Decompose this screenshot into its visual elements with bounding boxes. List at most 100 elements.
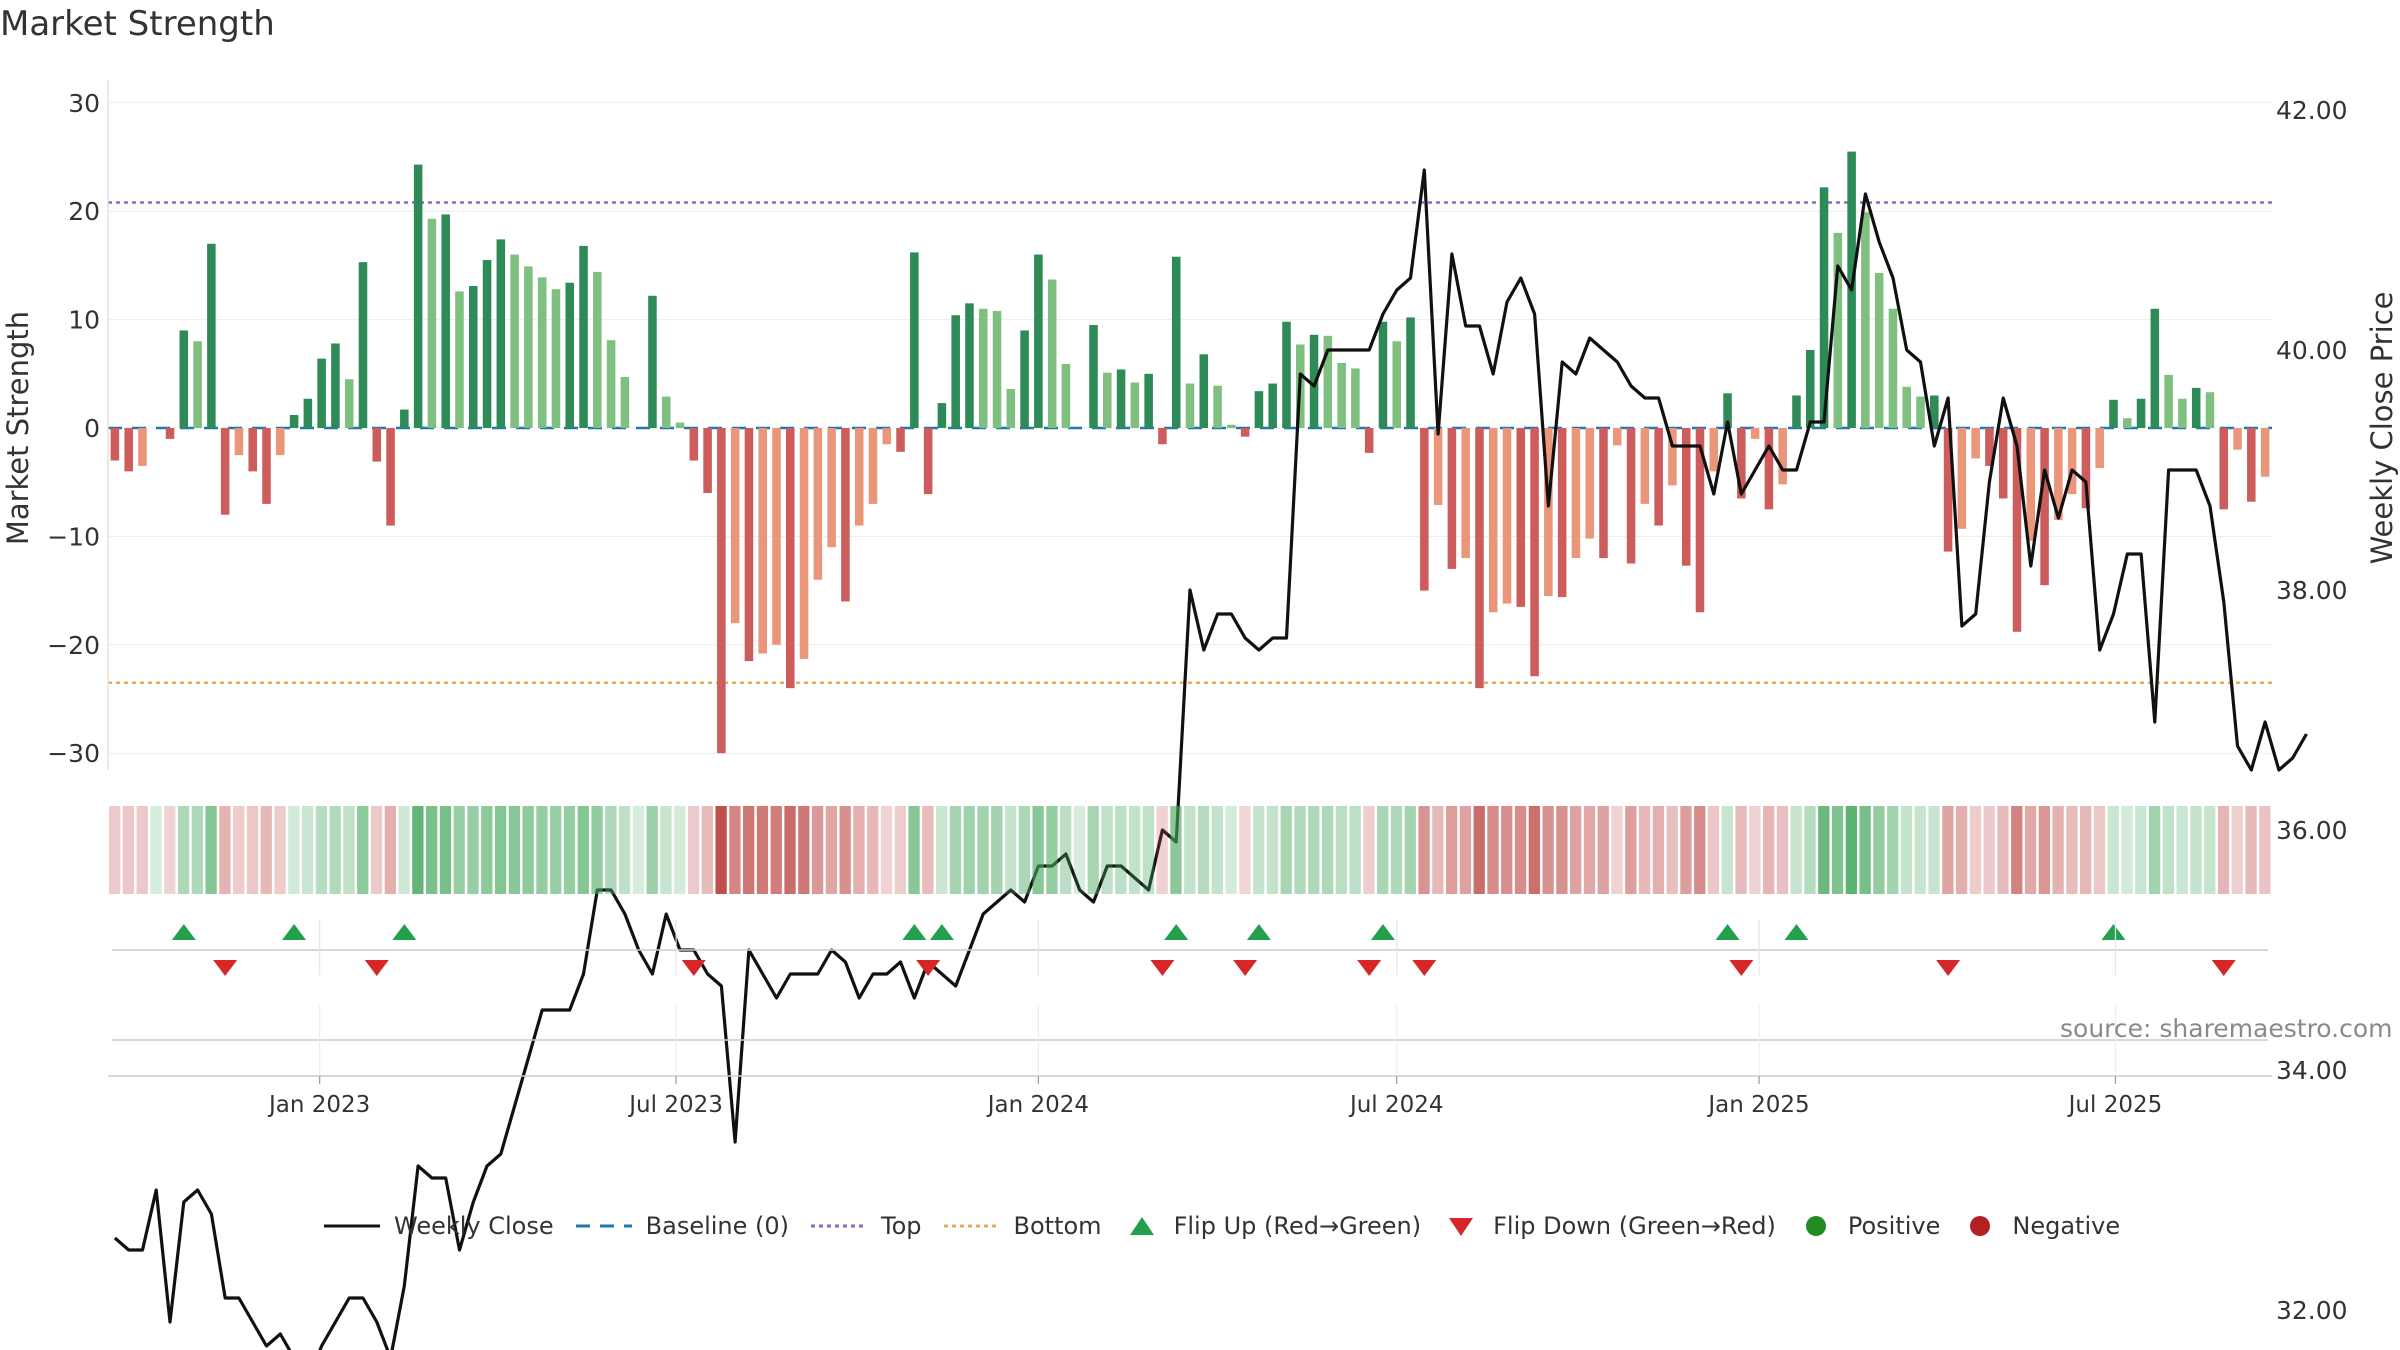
ribbon-cell xyxy=(398,806,410,894)
strength-bar xyxy=(165,428,175,439)
y2-tick-label: 36.00 xyxy=(2276,816,2348,845)
ribbon-cell xyxy=(2162,806,2175,894)
ribbon-cell xyxy=(1349,806,1361,894)
ribbon-cell xyxy=(343,806,355,894)
ribbon-cell xyxy=(122,806,135,894)
strength-bar xyxy=(978,308,988,428)
strength-bar xyxy=(2136,398,2146,428)
ribbon-cell xyxy=(1032,806,1044,894)
ribbon-cell xyxy=(1666,806,1678,894)
ribbon-cell xyxy=(1997,806,2009,894)
ribbon-cell xyxy=(2107,806,2119,894)
strength-bar xyxy=(1227,424,1236,428)
strength-bar xyxy=(703,428,712,494)
strength-bar xyxy=(2109,399,2118,428)
legend-weekly-close-label: Weekly Close xyxy=(394,1212,554,1240)
y2-tick-label: 38.00 xyxy=(2276,576,2348,605)
ribbon-cell xyxy=(1818,806,1830,894)
strength-bar xyxy=(717,428,726,754)
y-tick-label: 30 xyxy=(68,89,100,118)
strength-bar xyxy=(220,428,230,515)
ribbon-cell xyxy=(1087,806,1099,894)
ribbon-cell xyxy=(1170,806,1182,894)
ribbon-cell xyxy=(260,806,272,894)
ribbon-cell xyxy=(1721,806,1733,894)
ribbon-cell xyxy=(467,806,479,894)
ribbon-cell xyxy=(1390,806,1403,894)
strength-bar xyxy=(1805,349,1815,428)
ribbon-cell xyxy=(1501,806,1513,894)
strength-bar xyxy=(689,428,699,461)
strength-bar xyxy=(1447,428,1457,569)
ribbon-cell xyxy=(1942,806,1954,894)
strength-bar xyxy=(482,259,492,428)
ribbon-cell xyxy=(1445,806,1458,894)
strength-bar xyxy=(1461,428,1470,559)
strength-bar xyxy=(1985,428,1994,466)
legend-baseline: Baseline (0) xyxy=(574,1212,789,1240)
chart-title: Market Strength xyxy=(0,4,275,44)
ribbon-cell xyxy=(743,806,755,894)
strength-bar xyxy=(2219,428,2229,510)
ribbon-cell xyxy=(1763,806,1775,894)
legend-flip-up: Flip Up (Red→Green) xyxy=(1122,1212,1421,1240)
ribbon-cell xyxy=(1859,806,1871,894)
ribbon-cell xyxy=(522,806,534,894)
strength-bar xyxy=(2012,428,2022,632)
strength-bar xyxy=(317,358,326,428)
ribbon-cell xyxy=(1873,806,1885,894)
ribbon-cell xyxy=(577,806,589,894)
ribbon-cell xyxy=(412,806,424,894)
ribbon-cell xyxy=(880,806,893,894)
strength-bar xyxy=(730,428,740,624)
ribbon-cell xyxy=(701,806,713,894)
ribbon-cell xyxy=(2093,806,2106,894)
strength-bar xyxy=(1144,373,1153,428)
ribbon-cell xyxy=(2245,806,2257,894)
y2-tick-label: 32.00 xyxy=(2276,1296,2348,1325)
strength-bar xyxy=(496,239,506,428)
ribbon-cell xyxy=(288,806,300,894)
ribbon-cell xyxy=(384,806,396,894)
strength-bar xyxy=(400,409,409,428)
ribbon-cell xyxy=(550,806,562,894)
ribbon-cell xyxy=(1211,806,1223,894)
ribbon-cell xyxy=(1638,806,1651,894)
strength-bar xyxy=(510,254,519,428)
strength-bar xyxy=(1089,325,1098,428)
strength-bar xyxy=(1930,395,1939,428)
strength-bar xyxy=(551,289,561,428)
strength-bar xyxy=(951,315,960,428)
ribbon-cell xyxy=(1556,806,1568,894)
strength-bar xyxy=(1750,428,1760,439)
y-tick-label: 10 xyxy=(68,306,100,335)
ribbon-cell xyxy=(1528,806,1540,894)
ribbon-cell xyxy=(1459,806,1472,894)
strength-bar xyxy=(2123,418,2132,428)
ribbon-cell xyxy=(233,806,245,894)
ribbon-cell xyxy=(784,806,796,894)
strength-bar xyxy=(2054,428,2063,521)
y2-axis-label: Weekly Close Price xyxy=(2365,292,2399,565)
ribbon-cell xyxy=(908,806,920,894)
ribbon-cell xyxy=(798,806,810,894)
ribbon-cell xyxy=(219,806,231,894)
ribbon-cell xyxy=(1004,806,1017,894)
strength-bar xyxy=(827,428,836,548)
flip-down-marker xyxy=(681,960,706,976)
ribbon-cell xyxy=(1377,806,1389,894)
legend-bottom: Bottom xyxy=(942,1212,1102,1240)
strength-bar xyxy=(675,422,685,428)
strength-bar xyxy=(1888,308,1898,428)
strength-bar xyxy=(2205,392,2215,428)
strength-bar xyxy=(1874,272,1884,428)
strength-bar xyxy=(193,341,202,428)
ribbon-cell xyxy=(922,806,934,894)
legend-flip-down-label: Flip Down (Green→Red) xyxy=(1493,1212,1776,1240)
y2-tick-label: 40.00 xyxy=(2276,336,2348,365)
weekly-close-layer xyxy=(113,168,2308,1350)
strength-bar xyxy=(1337,362,1346,428)
ribbon-cell xyxy=(1128,806,1141,894)
strength-bar xyxy=(1516,428,1526,607)
